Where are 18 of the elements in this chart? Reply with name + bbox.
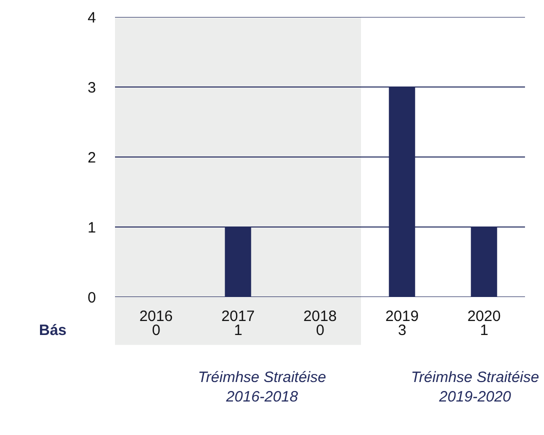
- x-tick-label: 2017: [221, 308, 255, 325]
- data-label: 1: [480, 322, 488, 339]
- data-label: 1: [234, 322, 242, 339]
- y-tick-label: 1: [88, 219, 96, 236]
- y-tick-label: 2: [88, 149, 96, 166]
- x-tick-label: 2020: [467, 308, 501, 325]
- data-label: 0: [316, 322, 324, 339]
- text: Tréimhse Straitéise 2016-2018: [198, 369, 326, 406]
- y-tick-label: 4: [88, 9, 96, 26]
- data-label: 0: [152, 322, 160, 339]
- x-tick-label: 2016: [139, 308, 173, 325]
- y-tick-label: 3: [88, 79, 96, 96]
- data-label: 3: [398, 322, 406, 339]
- y-tick-label: 0: [88, 289, 96, 306]
- x-tick-label: 2019: [385, 308, 419, 325]
- text: Bás: [39, 322, 67, 339]
- x-tick-label: 2018: [303, 308, 337, 325]
- text: Tréimhse Straitéise 2019-2020: [411, 369, 540, 406]
